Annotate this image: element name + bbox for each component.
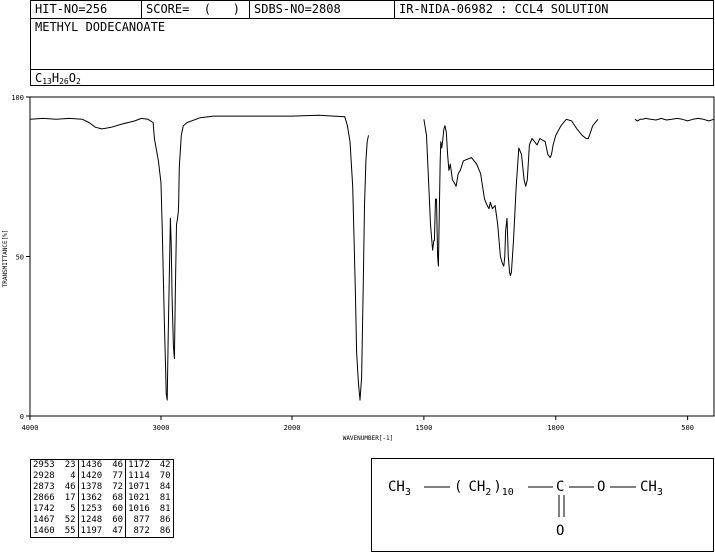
carbonyl-oxygen: O [556,523,564,539]
peak-wavenumber: 1742 [33,504,55,514]
spectrum-trace [29,114,369,401]
molecular-formula: C13H26O2 [35,71,81,86]
peak-transmittance: 52 [64,515,76,525]
carbonyl-carbon: C [556,479,564,495]
peak-transmittance: 47 [112,526,124,536]
peak-transmittance: 77 [112,471,124,481]
peak-transmittance: 17 [64,493,76,503]
peak-wavenumber: 1253 [77,504,105,515]
formula-divider [31,69,713,70]
peak-wavenumber: 2873 [33,482,55,492]
peak-row: 2928 4 1420 77 1114 70 [31,471,174,482]
peak-transmittance: 60 [112,504,124,514]
x-tick-label: 3000 [153,424,170,432]
peak-transmittance: 86 [159,526,171,536]
header-row: HIT-NO=256 SCORE= ( ) SDBS-NO=2808 IR-NI… [31,1,713,19]
y-tick-label: 50 [16,254,24,262]
peak-wavenumber: 1114 [125,471,152,482]
peak-row: 1742 5 1253 60 1016 81 [31,504,174,515]
x-axis-label: WAVENUMBER[-1] [343,435,394,442]
x-tick-label: 2000 [284,424,301,432]
peak-wavenumber: 872 [125,526,152,538]
x-tick-label: 500 [681,424,694,432]
peak-wavenumber: 1467 [33,515,55,525]
peak-wavenumber: 1021 [125,493,152,504]
peak-wavenumber: 2866 [33,493,55,503]
hit-number: HIT-NO=256 [31,1,142,18]
x-tick-label: 1000 [547,424,564,432]
y-tick-label: 100 [11,94,24,102]
ir-spectrum-chart: 4000 3000 2000 1500 1000 500 0 50 100 WAVENUMBER[… [2,94,715,442]
spectrum-trace [634,117,715,122]
peak-transmittance: 4 [70,471,76,481]
spectrum-header: HIT-NO=256 SCORE= ( ) SDBS-NO=2808 IR-NI… [30,0,714,86]
ester-oxygen: O [597,479,605,495]
ir-solution-info: IR-NIDA-06982 : CCL4 SOLUTION [399,2,609,16]
peak-transmittance: 81 [159,504,171,514]
peak-wavenumber: 2953 [33,460,55,470]
sdbs-number: SDBS-NO=2808 [250,1,395,18]
peak-transmittance: 84 [159,482,171,492]
peak-wavenumber: 2928 [33,471,55,481]
compound-name: METHYL DODECANOATE [35,20,166,34]
peak-wavenumber: 1460 [33,526,55,536]
peak-transmittance: 42 [159,460,171,470]
peak-wavenumber: 1248 [77,515,105,526]
peak-row: 2953 23 1436 46 1172 42 [31,459,174,471]
peak-transmittance: 46 [64,482,76,492]
peak-wavenumber: 1420 [77,471,105,482]
peak-row: 1460 55 1197 47 872 86 [31,526,174,538]
y-tick-label: 0 [20,413,24,421]
peak-row: 2873 46 1378 72 1071 84 [31,482,174,493]
peak-wavenumber: 877 [125,515,152,526]
peak-wavenumber: 1436 [77,459,105,471]
score: SCORE= ( ) [142,1,250,18]
peak-transmittance: 5 [70,504,76,514]
structure-diagram: CH3 (CH2)10 C O CH3 O [388,479,663,539]
peak-transmittance: 23 [64,460,76,470]
y-axis-label: TRANSMITTANCE[%] [2,230,9,288]
peak-wavenumber: 1362 [77,493,105,504]
peak-row: 1467 52 1248 60 877 86 [31,515,174,526]
peak-wavenumber: 1172 [125,459,152,471]
peak-row: 2866 17 1362 68 1021 81 [31,493,174,504]
structure-box: CH3 (CH2)10 C O CH3 O [371,458,714,552]
ch3-right: CH3 [640,479,663,498]
peak-transmittance: 46 [112,460,124,470]
peak-wavenumber: 1197 [77,526,105,538]
peak-transmittance: 55 [64,526,76,536]
peak-transmittance: 81 [159,493,171,503]
peak-transmittance: 86 [159,515,171,525]
plot-frame [29,96,715,417]
peak-transmittance: 72 [112,482,124,492]
ch2-repeat: (CH2)10 [454,479,514,498]
ch3-left: CH3 [388,479,411,498]
x-tick-label: 1500 [415,424,432,432]
x-tick-label: 4000 [22,424,39,432]
spectrum-trace [423,118,599,277]
peak-wavenumber: 1378 [77,482,105,493]
peak-transmittance: 68 [112,493,124,503]
peak-wavenumber: 1016 [125,504,152,515]
peak-transmittance: 70 [159,471,171,481]
peak-table: 2953 23 1436 46 1172 42 2928 4 1420 77 1114 70 2873 4… [30,459,174,538]
peak-transmittance: 60 [112,515,124,525]
peak-wavenumber: 1071 [125,482,152,493]
